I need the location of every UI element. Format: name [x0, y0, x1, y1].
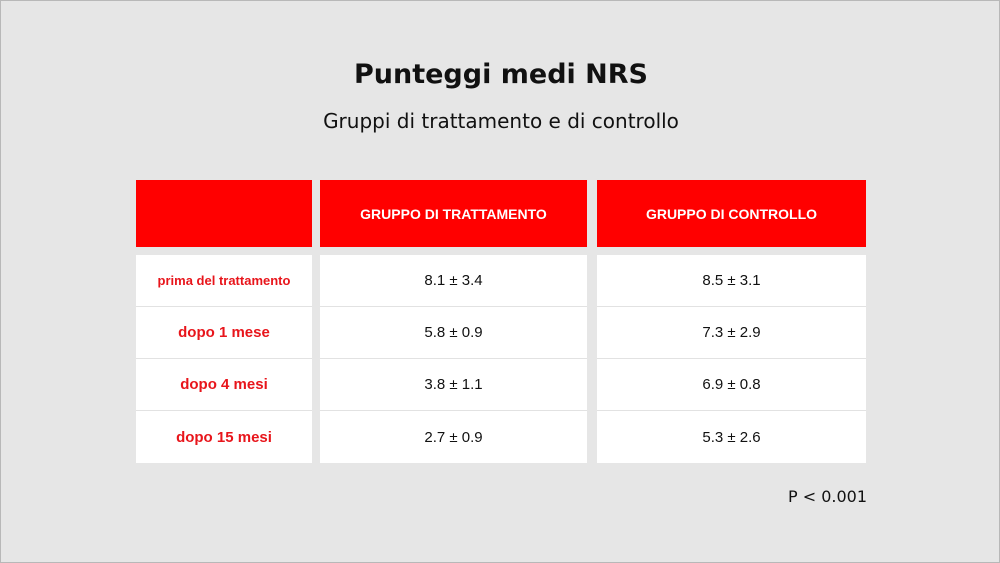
slide-title: Punteggi medi NRS [353, 59, 649, 90]
control-values-block: 8.5 ± 3.1 7.3 ± 2.9 6.9 ± 0.8 5.3 ± 2.6 [597, 255, 866, 463]
row-label-4-months: dopo 4 mesi [136, 359, 312, 411]
treatment-value-4-months: 3.8 ± 1.1 [320, 359, 587, 411]
control-value-15-months: 5.3 ± 2.6 [702, 428, 761, 446]
row-label-block: prima del trattamento dopo 1 mese dopo 4… [136, 255, 312, 463]
p-value-footnote: P < 0.001 [787, 487, 867, 506]
control-value-4-months: 6.9 ± 0.8 [597, 359, 866, 411]
treatment-values-block: 8.1 ± 3.4 5.8 ± 0.9 3.8 ± 1.1 2.7 ± 0.9 [320, 255, 587, 463]
control-group-column: GRUPPO DI CONTROLLO 8.5 ± 3.1 7.3 ± 2.9 … [597, 180, 866, 463]
treatment-value-15-months: 2.7 ± 0.9 [424, 428, 483, 446]
header-control-group: GRUPPO DI CONTROLLO [597, 180, 866, 247]
row-label-15-months: dopo 15 mesi [176, 428, 272, 446]
treatment-value-1-month: 5.8 ± 0.9 [320, 307, 587, 359]
row-label-before-treatment: prima del trattamento [136, 255, 312, 307]
control-value-1-month: 7.3 ± 2.9 [597, 307, 866, 359]
treatment-group-column: GRUPPO DI TRATTAMENTO 8.1 ± 3.4 5.8 ± 0.… [320, 180, 587, 463]
control-value-before: 8.5 ± 3.1 [597, 255, 866, 307]
header-cell-empty [136, 180, 312, 247]
row-label-1-month: dopo 1 mese [136, 307, 312, 359]
slide-subtitle: Gruppi di trattamento e di controllo [323, 109, 679, 133]
row-label-column: prima del trattamento dopo 1 mese dopo 4… [136, 180, 312, 463]
header-treatment-group: GRUPPO DI TRATTAMENTO [320, 180, 587, 247]
treatment-value-before: 8.1 ± 3.4 [320, 255, 587, 307]
